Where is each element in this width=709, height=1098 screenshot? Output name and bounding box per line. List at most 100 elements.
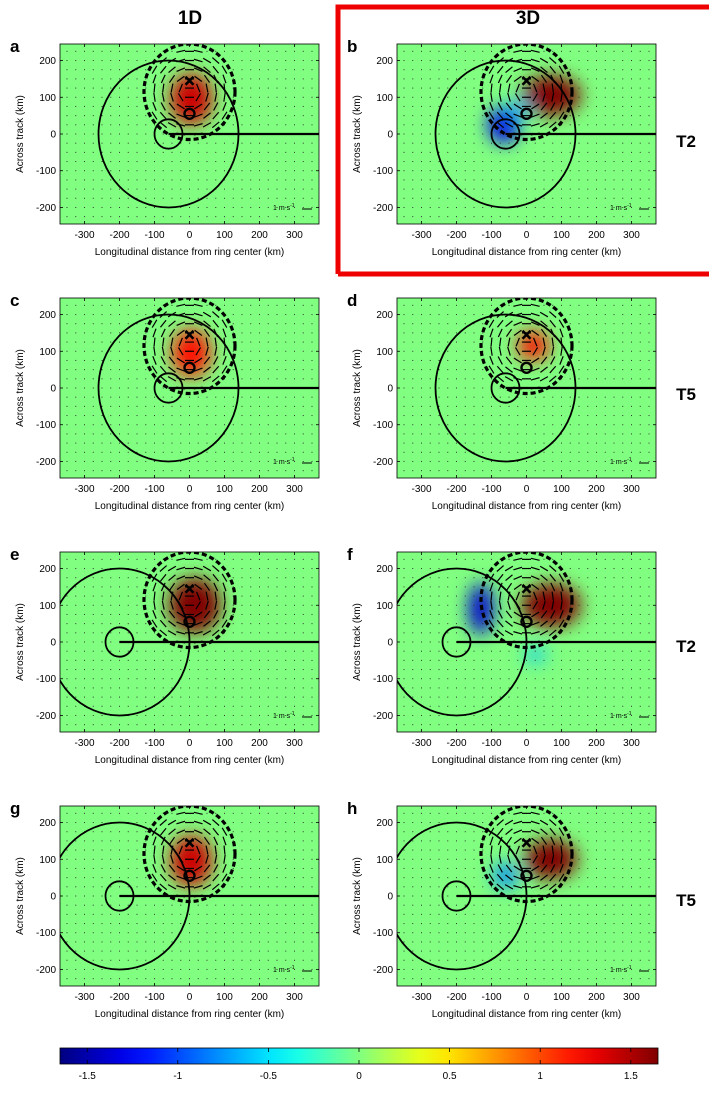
vector-dot: [543, 216, 545, 218]
vector-dot: [302, 650, 304, 652]
vector-dot: [639, 968, 641, 970]
vector-dot: [508, 433, 510, 435]
vector-dot: [250, 470, 252, 472]
vector-arrow: [176, 611, 185, 618]
vector-dot: [215, 50, 217, 52]
vector-dot: [464, 105, 466, 107]
vector-dot: [499, 978, 501, 980]
vector-dot: [154, 678, 155, 680]
vector-dot: [648, 558, 650, 560]
vector-dot: [412, 822, 414, 824]
vector-dot: [197, 669, 199, 671]
vector-dot: [84, 623, 85, 625]
vector-dot: [110, 304, 112, 306]
vector-dot: [604, 714, 606, 716]
open-circle-marker: [520, 361, 533, 374]
vector-dot: [569, 659, 571, 661]
vector-dot: [578, 959, 580, 961]
vector-arrow: [488, 319, 495, 328]
vector-dot: [447, 669, 449, 671]
vector-dot: [569, 978, 571, 980]
vector-dot: [119, 133, 120, 135]
vector-dot: [294, 470, 295, 472]
vector-dot: [294, 613, 295, 615]
vector-dot: [587, 678, 589, 680]
vector-dot: [561, 632, 562, 634]
vector-dot: [438, 197, 440, 199]
vector-dot: [534, 470, 536, 472]
vector-dot: [569, 604, 571, 606]
vector-dot: [206, 415, 208, 417]
vector-dot: [622, 96, 624, 98]
vector-dot: [189, 396, 190, 398]
vector-dot: [197, 206, 199, 208]
vector-dot: [447, 595, 449, 597]
vector-dot: [259, 822, 260, 824]
vector-dot: [259, 50, 260, 52]
vector-dot: [232, 586, 234, 588]
vector-dot: [456, 396, 457, 398]
panel-letter-g: g: [10, 799, 20, 818]
vector-dot: [66, 586, 68, 588]
vector-dot: [241, 586, 243, 588]
vector-dot: [224, 978, 225, 980]
vector-dot: [294, 197, 295, 199]
vector-dot: [561, 886, 562, 888]
vector-dot: [311, 105, 313, 107]
vector-dot: [311, 959, 313, 961]
vector-dot: [403, 69, 405, 71]
vector-dot: [136, 849, 138, 851]
vector-dot: [145, 369, 147, 371]
vector-dot: [180, 442, 182, 444]
vector-dot: [224, 396, 225, 398]
vector-dot: [604, 424, 606, 426]
vector-arrow: [170, 346, 174, 356]
vector-dot: [75, 332, 77, 334]
vector-dot: [587, 849, 589, 851]
vector-dot: [499, 179, 501, 181]
vector-dot: [464, 867, 466, 869]
vector-arrow: [195, 93, 202, 102]
vector-dot: [587, 904, 589, 906]
vector-dot: [578, 396, 580, 398]
vector-dot: [101, 142, 103, 144]
vector-dot: [136, 105, 138, 107]
vector-dot: [294, 170, 295, 172]
vector-dot: [631, 687, 632, 689]
vector-dot: [92, 442, 94, 444]
vector-arrow: [560, 92, 563, 102]
vector-dot: [241, 78, 243, 80]
vector-dot: [154, 659, 155, 661]
vector-dot: [403, 831, 405, 833]
vector-dot: [259, 341, 260, 343]
vector-dot: [569, 669, 571, 671]
x-tick-label: 300: [623, 992, 640, 1003]
vector-dot: [639, 696, 641, 698]
vector-dot: [421, 133, 422, 135]
vector-dot: [294, 206, 295, 208]
vector-dot: [75, 822, 77, 824]
vector-dot: [302, 724, 304, 726]
vector-dot: [302, 151, 304, 153]
vector-dot: [232, 433, 234, 435]
vector-dot: [215, 396, 217, 398]
vector-arrow: [170, 600, 174, 610]
vector-dot: [464, 941, 466, 943]
vector-dot: [491, 687, 492, 689]
vector-dot: [145, 415, 147, 417]
vector-dot: [145, 714, 147, 716]
vector-arrow: [505, 582, 513, 591]
colorbar-tick-label: 1: [537, 1071, 543, 1082]
vector-arrow: [202, 630, 212, 636]
vector-dot: [578, 332, 580, 334]
vector-dot: [482, 659, 484, 661]
vector-arrow: [505, 836, 513, 845]
vector-dot: [136, 913, 138, 915]
vector-dot: [499, 387, 501, 389]
vector-dot: [482, 941, 484, 943]
vector-dot: [189, 669, 190, 671]
vector-arrow: [559, 356, 564, 365]
vector-dot: [267, 632, 269, 634]
vector-arrow: [177, 347, 184, 356]
vector-dot: [508, 678, 510, 680]
